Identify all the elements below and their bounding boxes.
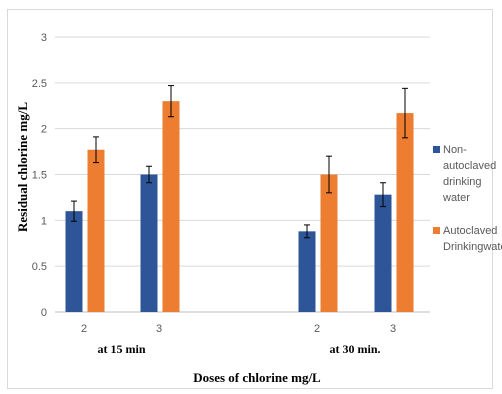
group-label: at 30 min.	[330, 342, 381, 356]
legend-swatch	[433, 227, 440, 234]
bar	[87, 149, 105, 312]
y-axis-ticks: 0 0.5 1 1.5 2 2.5 3	[32, 32, 47, 319]
legend-label: Non-autoclaved drinking water	[442, 144, 496, 204]
y-tick-label: 1.5	[32, 170, 47, 182]
y-axis-title: Residual chlorine mg/L	[15, 102, 30, 232]
group-label: at 15 min	[98, 342, 146, 356]
bar	[298, 231, 316, 312]
y-tick-label: 1	[41, 215, 47, 227]
gridlines	[55, 36, 430, 313]
y-tick-label: 0.5	[32, 261, 47, 273]
bar	[396, 113, 414, 312]
bar	[140, 174, 158, 312]
x-axis-ticks: 2 3 2 3	[81, 323, 396, 335]
legend-label-line: Drinkingwater	[443, 241, 502, 253]
bar	[374, 194, 392, 312]
legend-label: Autoclaved Drinkingwater	[443, 225, 502, 253]
x-axis-title: Doses of chlorine mg/L	[193, 370, 321, 385]
legend: Non-autoclaved drinking water Autoclaved Dri…	[433, 144, 502, 253]
y-tick-label: 3	[41, 32, 47, 44]
bar	[162, 101, 180, 313]
y-tick-label: 0	[41, 307, 47, 319]
bar	[65, 211, 83, 312]
x-tick-label: 3	[156, 323, 162, 335]
x-tick-label: 3	[390, 323, 396, 335]
legend-swatch	[433, 146, 440, 153]
x-tick-label: 2	[81, 323, 87, 335]
legend-label-line: Non-	[443, 144, 467, 156]
error-bars	[71, 85, 408, 239]
legend-label-line: water	[442, 192, 470, 204]
bars	[65, 101, 414, 313]
x-tick-label: 2	[314, 323, 320, 335]
legend-label-line: Autoclaved	[443, 225, 497, 237]
y-tick-label: 2.5	[32, 78, 47, 90]
legend-label-line: autoclaved	[443, 160, 496, 172]
y-tick-label: 2	[41, 124, 47, 136]
group-labels: at 15 min at 30 min.	[98, 342, 381, 356]
bar	[320, 174, 338, 312]
legend-label-line: drinking	[443, 176, 482, 188]
